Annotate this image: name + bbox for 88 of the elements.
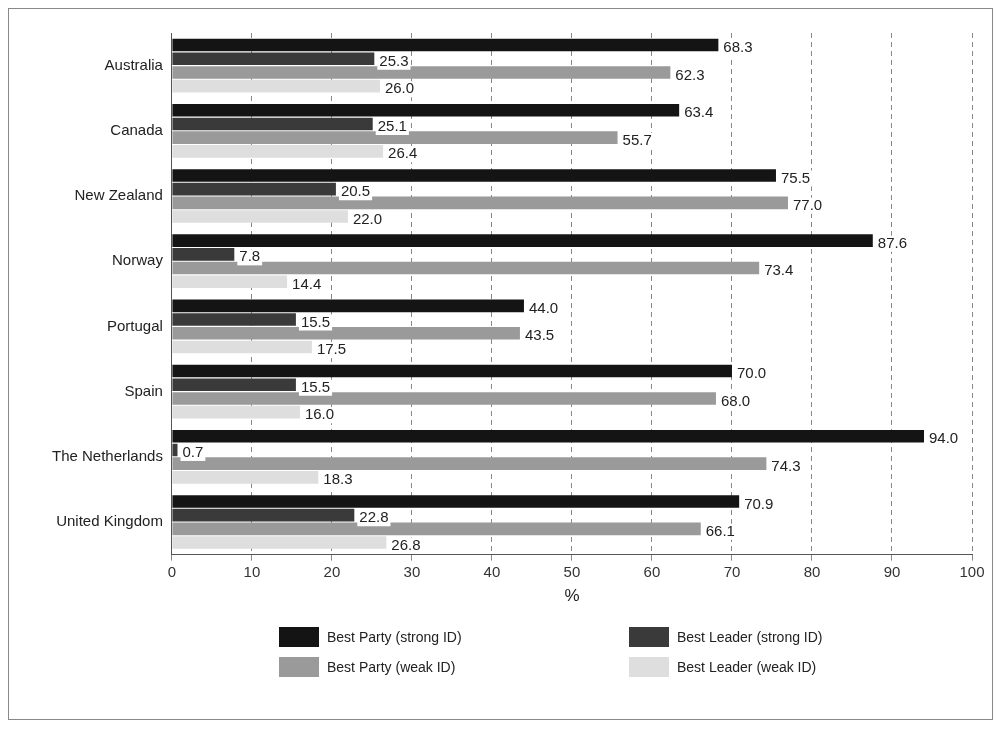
bar	[172, 471, 319, 484]
bar	[172, 299, 524, 313]
bar	[172, 522, 701, 536]
bar	[172, 196, 788, 210]
legend-label: Best Party (strong ID)	[327, 629, 462, 645]
x-tick-label: 30	[403, 562, 421, 580]
bar	[172, 131, 618, 144]
y-tick-label: Canada	[110, 120, 164, 138]
bar	[172, 495, 740, 508]
bar	[172, 117, 373, 131]
bar	[172, 457, 767, 470]
bar	[172, 38, 719, 52]
data-label: 15.5	[300, 377, 331, 395]
y-tick-label: Norway	[112, 251, 164, 269]
data-label: 0.7	[182, 443, 204, 461]
bar	[172, 536, 387, 549]
bar	[172, 313, 296, 326]
data-label: 43.5	[524, 326, 555, 344]
bar	[172, 182, 336, 196]
data-label: 66.1	[705, 521, 735, 539]
bar	[172, 234, 873, 247]
bar	[172, 392, 716, 405]
bar	[172, 443, 178, 457]
x-tick-label: 20	[323, 562, 341, 580]
data-label: 75.5	[780, 168, 811, 186]
bar	[172, 52, 375, 66]
data-label: 22.8	[359, 508, 389, 526]
data-label: 68.3	[723, 38, 753, 56]
bar	[172, 326, 520, 340]
bar	[172, 429, 924, 443]
data-label: 18.3	[323, 470, 353, 488]
y-tick-label: United Kingdom	[56, 512, 163, 530]
bar	[172, 508, 355, 522]
x-tick-label: 0	[167, 562, 177, 580]
x-tick-label: 60	[643, 562, 661, 580]
y-tick-label: The Netherlands	[51, 446, 163, 464]
x-tick-label: 90	[883, 562, 901, 580]
y-tick-label: Portugal	[107, 316, 163, 334]
bar	[172, 145, 384, 158]
x-tick-label: 70	[723, 562, 741, 580]
bar	[172, 378, 296, 392]
data-label: 17.5	[316, 340, 347, 358]
x-axis-title: %	[564, 586, 580, 606]
data-label: 63.4	[684, 103, 714, 121]
data-label: 25.3	[379, 51, 409, 69]
data-label: 26.0	[384, 79, 415, 97]
bar	[172, 405, 300, 419]
data-label: 25.1	[377, 117, 407, 135]
data-label: 26.8	[391, 535, 421, 553]
legend-label: Best Leader (strong ID)	[677, 629, 823, 645]
bar	[172, 248, 235, 261]
bar	[172, 169, 776, 182]
bar	[172, 103, 680, 117]
data-label: 87.6	[877, 233, 907, 251]
y-tick-label: New Zealand	[74, 186, 163, 204]
data-label: 44.0	[528, 299, 559, 316]
bar	[172, 210, 348, 223]
data-label: 73.4	[764, 261, 794, 279]
data-label: 74.3	[771, 456, 801, 474]
data-label: 22.0	[352, 209, 383, 227]
x-tick-label: 10	[243, 562, 261, 580]
legend-label: Best Leader (weak ID)	[677, 659, 817, 675]
x-tick-label: 50	[563, 562, 581, 580]
y-tick-label: Spain	[124, 381, 163, 399]
data-label: 68.0	[720, 391, 751, 409]
data-label: 14.4	[292, 274, 322, 292]
y-tick-label: Australia	[104, 55, 164, 73]
data-label: 55.7	[622, 130, 652, 148]
bar	[172, 79, 380, 93]
data-label: 20.5	[340, 182, 371, 200]
bar	[172, 261, 760, 275]
data-label: 70.0	[736, 364, 767, 382]
data-label: 16.0	[304, 405, 335, 423]
data-label: 77.0	[792, 195, 823, 213]
data-label: 26.4	[388, 144, 418, 162]
legend-label: Best Party (weak ID)	[327, 659, 456, 675]
bar	[172, 340, 312, 354]
x-tick-label: 40	[483, 562, 501, 580]
bar	[172, 364, 732, 378]
data-label: 7.8	[239, 247, 261, 265]
data-label: 70.9	[744, 494, 774, 512]
data-label: 62.3	[675, 65, 705, 83]
data-label: 94.0	[928, 429, 959, 447]
x-tick-label: 100	[959, 562, 985, 580]
bar	[172, 66, 671, 79]
data-label: 15.5	[300, 312, 331, 330]
bar	[172, 275, 288, 289]
x-tick-label: 80	[803, 562, 821, 580]
